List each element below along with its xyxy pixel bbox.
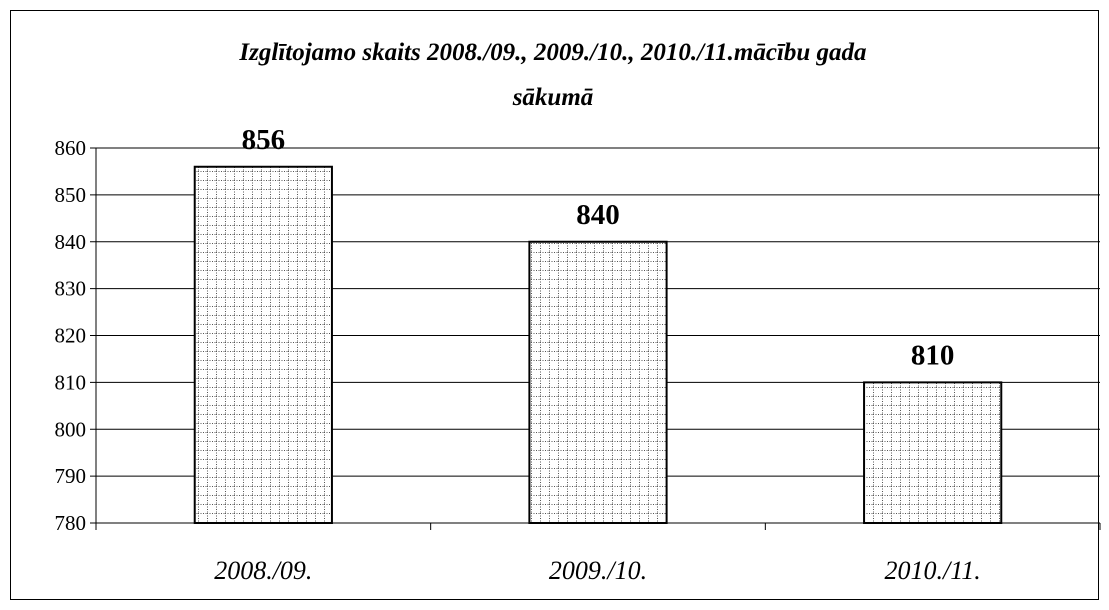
bar	[863, 381, 1003, 524]
y-tick-label: 810	[55, 370, 87, 394]
y-tick-labels: 780 790 800 810 820 830 840 850 860	[55, 136, 87, 535]
data-label: 840	[576, 199, 620, 231]
y-tick-label: 800	[55, 417, 87, 441]
axes	[90, 147, 1101, 530]
data-label: 810	[911, 339, 955, 371]
bar	[193, 165, 333, 524]
bars	[193, 165, 1003, 524]
y-tick-label: 780	[55, 511, 87, 535]
x-tick-labels: 2008./09. 2009./10. 2010./11.	[214, 556, 981, 585]
y-tick-label: 850	[55, 183, 87, 207]
chart-frame	[10, 10, 1099, 600]
x-tick-label: 2008./09.	[214, 556, 312, 585]
chart-title-line-1: Izglītojamo skaits 2008./09., 2009./10.,…	[238, 39, 866, 66]
bar	[528, 240, 668, 524]
y-tick-label: 860	[55, 136, 87, 160]
x-tick-label: 2009./10.	[549, 556, 647, 585]
x-tick-label: 2010./11.	[885, 556, 981, 585]
y-tick-label: 790	[55, 464, 87, 488]
y-tick-label: 820	[55, 324, 87, 348]
value-labels: 856 840 810	[242, 124, 955, 372]
chart-title-line-2: sākumā	[512, 84, 594, 111]
y-tick-label: 830	[55, 277, 87, 301]
y-tick-label: 840	[55, 230, 87, 254]
data-label: 856	[242, 124, 286, 156]
